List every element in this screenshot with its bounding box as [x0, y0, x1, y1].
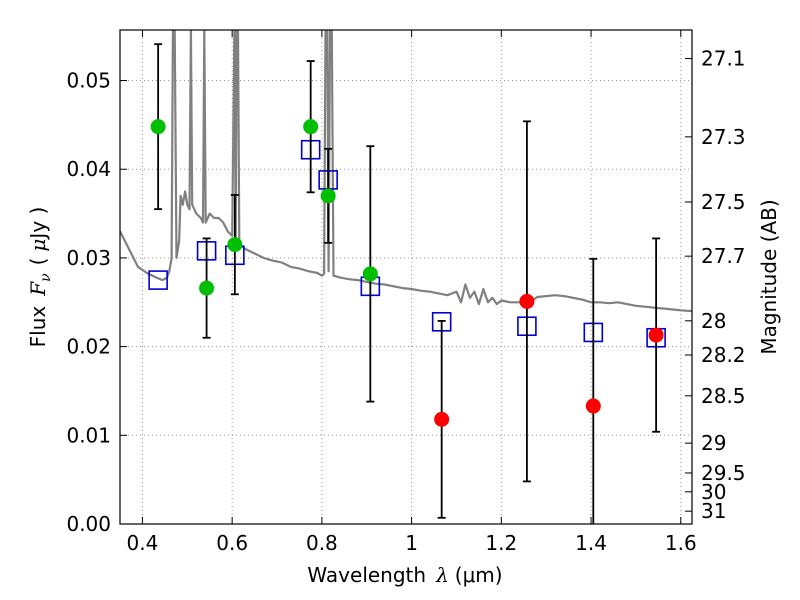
detection-point: [199, 280, 215, 296]
y2-tick-label: 29.5: [701, 461, 746, 485]
detection-point: [320, 188, 336, 204]
x-tick-label: 1: [405, 531, 418, 555]
non-detection-point: [648, 327, 664, 343]
y-tick-label: 0.01: [66, 423, 111, 447]
x-axis-title: Wavelength λ (μm): [307, 563, 502, 587]
y2-tick-label: 27.5: [701, 190, 746, 214]
plot-area: [120, 30, 692, 524]
y-axis-title: Flux Fν ( μJy ): [26, 207, 54, 348]
y-axis-nu: ν: [38, 273, 54, 282]
x-tick-label: 0.4: [127, 531, 159, 555]
y2-tick-label: 31: [701, 499, 726, 523]
detection-point: [227, 237, 243, 253]
y-axis-label: Flux: [26, 306, 50, 348]
x-tick-label: 0.6: [216, 531, 248, 555]
y2-tick-label: 27.3: [701, 125, 746, 149]
y2-axis-title: Magnitude (AB): [757, 199, 781, 354]
y2-tick-label: 28.5: [701, 384, 746, 408]
y2-tick-label: 30: [701, 480, 726, 504]
x-tick-label: 1.4: [575, 531, 607, 555]
y-tick-label: 0.04: [66, 157, 111, 181]
y-axis-paren: (: [26, 258, 50, 266]
y-tick-label: 0.05: [66, 69, 111, 93]
y-tick-label: 0.03: [66, 246, 111, 270]
y-axis-mu: μ: [26, 239, 50, 252]
detection-point: [150, 119, 166, 135]
x-axis-lambda: λ: [435, 563, 449, 587]
plot-frame: [119, 29, 693, 525]
x-tick-label: 1.2: [485, 531, 517, 555]
non-detection-point: [585, 398, 601, 414]
y-tick-label: 0.02: [66, 335, 111, 359]
y2-tick-label: 29: [701, 431, 726, 455]
model-photometry-square: [148, 270, 168, 290]
axes-ticks: 0.4 0.6 0.8 1 1.2 1.4 1.6 0.00 0.01 0.02 0.03 0.04 0…: [66, 30, 746, 555]
non-detection-point: [519, 293, 535, 309]
non-detection-point: [434, 411, 450, 427]
detection-point: [303, 119, 319, 135]
y2-tick-label: 27.1: [701, 47, 746, 71]
y-axis-f: F: [26, 281, 50, 297]
y2-tick-label: 28.2: [701, 343, 746, 367]
x-tick-label: 1.6: [665, 531, 697, 555]
y2-tick-label: 28: [701, 309, 726, 333]
x-axis-label: Wavelength: [307, 563, 426, 587]
x-tick-label: 0.8: [306, 531, 338, 555]
detection-point: [362, 266, 378, 282]
x-axis-unit: (μm): [455, 563, 503, 587]
y2-tick-label: 27.7: [701, 244, 746, 268]
y-axis-unit: Jy ): [26, 207, 50, 241]
y-tick-label: 0.00: [66, 512, 111, 536]
